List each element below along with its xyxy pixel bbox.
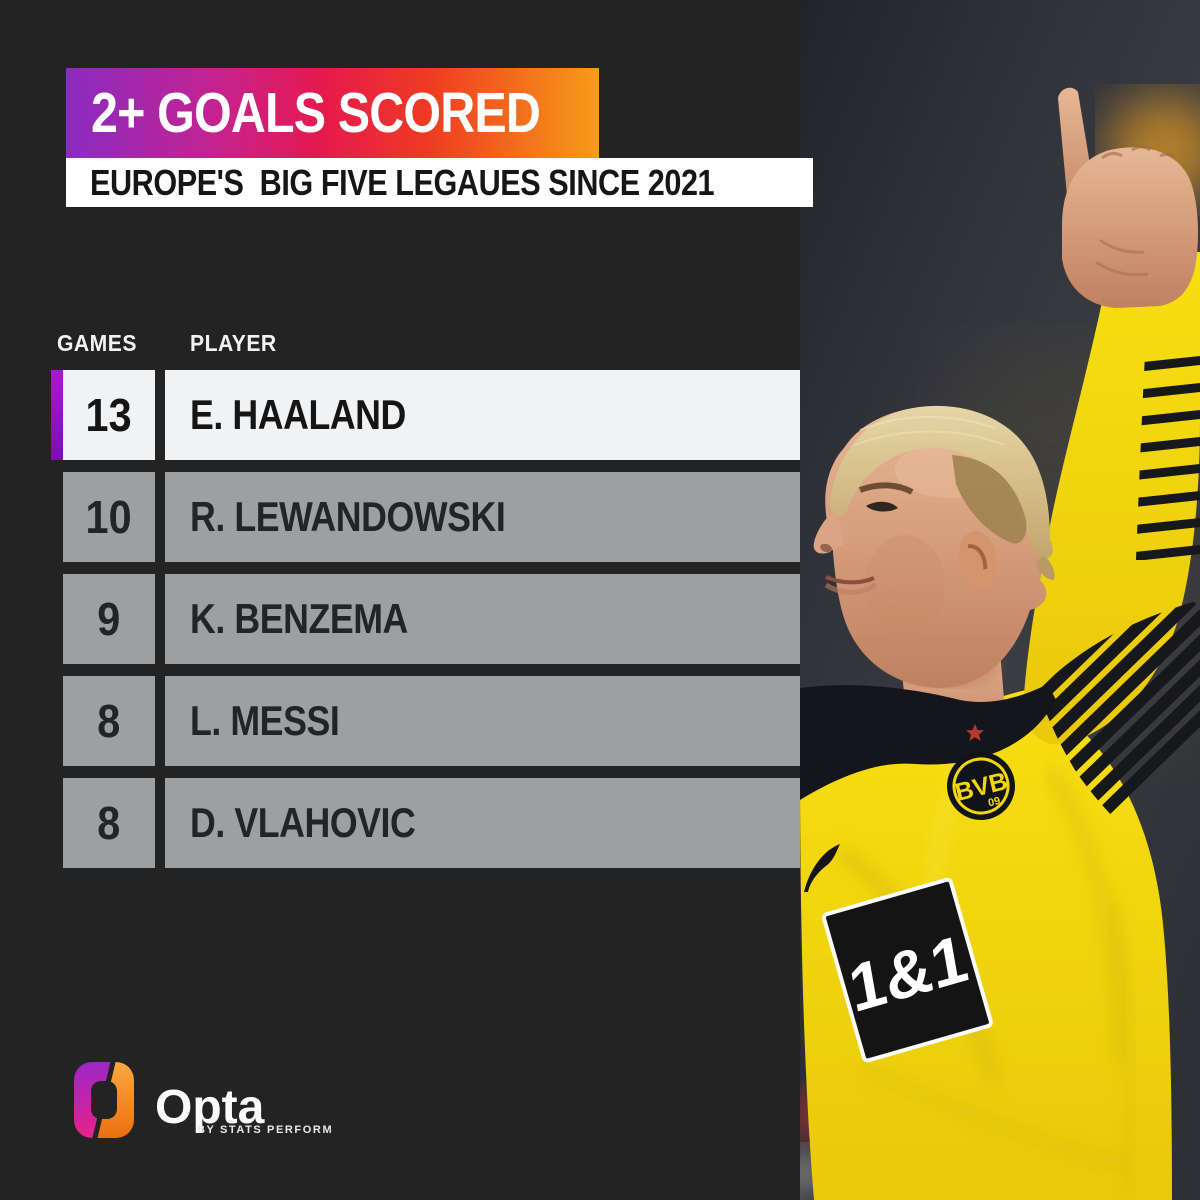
opta-logo-icon	[74, 1060, 134, 1140]
player-cell: L. MESSI	[165, 676, 800, 766]
games-cell: 13	[63, 370, 155, 460]
table-row-lewandowski: 10 R. LEWANDOWSKI	[51, 472, 800, 562]
page-title: 2+ GOALS SCORED	[91, 81, 541, 145]
player-cell: K. BENZEMA	[165, 574, 800, 664]
brand-tagline: by STATS PERFORM	[197, 1124, 334, 1136]
games-cell: 10	[63, 472, 155, 562]
sponsor-1and1-box: 1&1	[822, 877, 993, 1063]
stats-table: 13 E. HAALAND 10 R. LEWANDOWSKI 9 K. BEN…	[51, 370, 800, 880]
puma-logo-icon	[804, 844, 840, 892]
column-header-games: GAMES	[57, 330, 137, 356]
eye	[866, 501, 898, 512]
bvb-badge-icon: BVB 09	[947, 752, 1015, 820]
column-header-player: PLAYER	[190, 330, 277, 356]
hair	[830, 405, 1053, 559]
player-photo-svg: BVB 09 1&1	[775, 0, 1200, 1200]
collar	[800, 684, 1056, 800]
mouth	[825, 575, 875, 585]
table-row-vlahovic: 8 D. VLAHOVIC	[51, 778, 800, 868]
player-photo: BVB 09 1&1	[775, 0, 1200, 1200]
bvb-badge-year: 09	[987, 795, 1002, 810]
player-cell: E. HAALAND	[165, 370, 800, 460]
pointing-hand	[1058, 87, 1198, 308]
games-cell: 9	[63, 574, 155, 664]
games-cell: 8	[63, 778, 155, 868]
subtitle-bar: EUROPE'S BIG FIVE LEGAUES SINCE 2021	[66, 158, 813, 207]
table-row-benzema: 9 K. BENZEMA	[51, 574, 800, 664]
champion-star-icon	[966, 724, 984, 741]
player-head	[813, 405, 1055, 688]
player-cell: R. LEWANDOWSKI	[165, 472, 800, 562]
brand-name: Opta	[155, 1081, 265, 1134]
eyebrow	[858, 482, 914, 495]
ear	[958, 531, 998, 589]
table-row-messi: 8 L. MESSI	[51, 676, 800, 766]
table-row-haaland: 13 E. HAALAND	[51, 370, 800, 460]
player-cell: D. VLAHOVIC	[165, 778, 800, 868]
page-subtitle: EUROPE'S BIG FIVE LEGAUES SINCE 2021	[90, 161, 715, 203]
highlight-accent-bar	[51, 370, 63, 460]
games-cell: 8	[63, 676, 155, 766]
title-banner: 2+ GOALS SCORED	[66, 68, 599, 158]
